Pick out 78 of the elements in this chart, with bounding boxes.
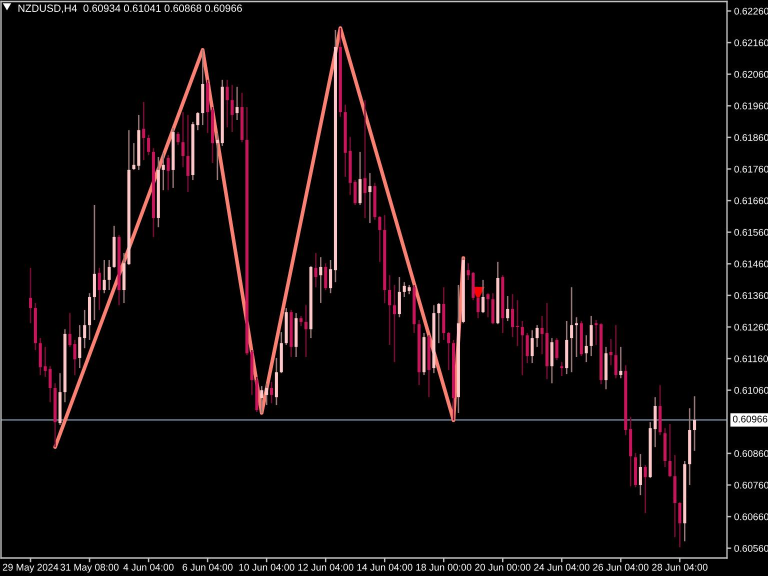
- x-tick-label: 26 Jun 04:00: [593, 564, 648, 571]
- candlestick: [511, 293, 514, 338]
- candlestick: [265, 382, 268, 406]
- x-tick-label: 18 Jun 00:00: [416, 564, 472, 571]
- candlestick: [324, 262, 328, 291]
- candlestick: [226, 79, 229, 128]
- y-tick-label: 0.61160: [734, 355, 768, 362]
- candlestick: [108, 259, 111, 291]
- ref-line-label: 0.60966: [732, 416, 768, 423]
- candlestick: [68, 312, 72, 348]
- candlestick: [78, 324, 82, 369]
- candlestick: [560, 361, 564, 377]
- candlestick: [28, 267, 32, 324]
- candlestick: [329, 259, 332, 294]
- candlestick: [260, 385, 264, 414]
- candlestick: [555, 337, 558, 361]
- candlestick: [166, 154, 170, 191]
- candlestick: [388, 274, 392, 346]
- candlestick: [181, 111, 185, 168]
- candlestick: [614, 324, 618, 379]
- candlestick: [678, 501, 682, 548]
- candlestick: [638, 453, 642, 496]
- candlestick: [186, 114, 190, 193]
- candlestick: [236, 86, 239, 121]
- candlestick: [590, 315, 593, 357]
- candlestick: [486, 292, 490, 318]
- candlestick: [176, 131, 180, 146]
- candlestick: [368, 172, 372, 224]
- x-tick-label: 31 May 08:00: [60, 564, 119, 573]
- candlestick: [300, 315, 303, 327]
- candlestick: [270, 381, 274, 404]
- candlestick: [668, 423, 672, 478]
- candlestick: [147, 134, 150, 156]
- candlestick: [619, 346, 622, 379]
- candlestick: [98, 267, 101, 311]
- candlestick: [216, 132, 219, 181]
- x-tick-label: 10 Jun 04:00: [239, 564, 294, 571]
- x-tick-label: 29 May 2024: [2, 564, 58, 573]
- candlestick: [162, 152, 165, 191]
- x-tick-label: 14 Jun 04:00: [357, 564, 412, 571]
- chart-title: NZDUSD,H4 0.60934 0.61041 0.60868 0.60966: [18, 4, 242, 14]
- candlestick: [520, 320, 524, 376]
- x-tick-label: 6 Jun 04:00: [182, 564, 233, 571]
- candlestick: [536, 324, 539, 348]
- candlestick: [594, 319, 598, 346]
- x-tick-label: 24 Jun 04:00: [534, 564, 590, 571]
- candlestick: [304, 304, 308, 358]
- candlestick: [398, 276, 401, 318]
- candlestick: [530, 329, 534, 364]
- candlestick: [392, 284, 396, 363]
- candlestick: [437, 302, 440, 344]
- candlestick: [447, 331, 450, 371]
- x-tick-label: 20 Jun 00:00: [475, 564, 530, 571]
- candlestick: [230, 84, 234, 133]
- candlestick: [584, 334, 588, 363]
- candlestick: [526, 332, 529, 364]
- candlestick: [540, 315, 544, 355]
- candlestick: [319, 256, 322, 304]
- candlestick: [92, 204, 96, 321]
- candlestick: [644, 464, 647, 514]
- candlestick: [693, 396, 696, 452]
- candlestick: [570, 286, 574, 373]
- candlestick: [363, 99, 367, 219]
- candlestick: [609, 338, 612, 366]
- x-tick-label: 4 Jun 04:00: [123, 564, 174, 571]
- candlestick: [102, 259, 106, 294]
- candlestick: [314, 252, 318, 288]
- candlestick: [574, 316, 578, 358]
- candlestick: [506, 295, 510, 322]
- candlestick: [73, 339, 76, 376]
- candlestick: [476, 296, 480, 319]
- candlestick: [83, 309, 86, 349]
- x-tick-label: 28 Jun 04:00: [652, 564, 708, 571]
- x-tick-label: 12 Jun 04:00: [298, 564, 354, 571]
- candlestick: [378, 215, 382, 263]
- candlestick: [482, 279, 485, 314]
- candlestick: [516, 299, 519, 347]
- candlestick: [142, 101, 146, 161]
